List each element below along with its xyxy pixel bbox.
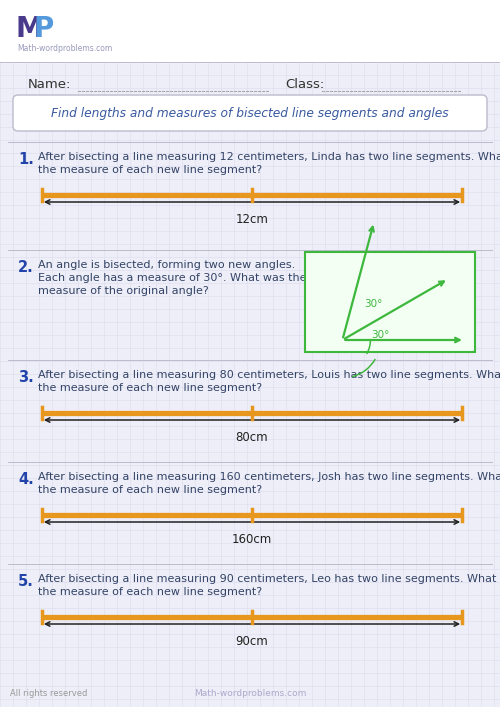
Text: 1.: 1. — [18, 152, 34, 167]
Text: After bisecting a line measuring 90 centimeters, Leo has two line segments. What: After bisecting a line measuring 90 cent… — [38, 574, 500, 584]
Text: Class:: Class: — [285, 78, 324, 91]
Text: M: M — [15, 15, 42, 43]
Bar — [305, 252, 475, 352]
Text: measure of the original angle?: measure of the original angle? — [38, 286, 209, 296]
Text: 80cm: 80cm — [236, 431, 268, 444]
Text: All rights reserved: All rights reserved — [10, 689, 88, 698]
Text: 30°: 30° — [364, 299, 382, 309]
Text: 3.: 3. — [18, 370, 34, 385]
Text: the measure of each new line segment?: the measure of each new line segment? — [38, 383, 262, 393]
Text: the measure of each new line segment?: the measure of each new line segment? — [38, 165, 262, 175]
Text: Math-wordproblems.com: Math-wordproblems.com — [194, 689, 306, 698]
Text: After bisecting a line measuring 160 centimeters, Josh has two line segments. Wh: After bisecting a line measuring 160 cen… — [38, 472, 500, 482]
Text: the measure of each new line segment?: the measure of each new line segment? — [38, 587, 262, 597]
Text: P: P — [34, 15, 54, 43]
Text: 12cm: 12cm — [236, 213, 268, 226]
Text: After bisecting a line measuring 80 centimeters, Louis has two line segments. Wh: After bisecting a line measuring 80 cent… — [38, 370, 500, 380]
Text: 2.: 2. — [18, 260, 34, 275]
Text: Math-wordproblems.com: Math-wordproblems.com — [17, 44, 112, 53]
Text: 90cm: 90cm — [236, 635, 268, 648]
Text: 5.: 5. — [18, 574, 34, 589]
Text: Name:: Name: — [28, 78, 72, 91]
Text: After bisecting a line measuring 12 centimeters, Linda has two line segments. Wh: After bisecting a line measuring 12 cent… — [38, 152, 500, 162]
Text: 30°: 30° — [372, 329, 390, 340]
Text: An angle is bisected, forming two new angles.: An angle is bisected, forming two new an… — [38, 260, 295, 270]
Text: 4.: 4. — [18, 472, 34, 487]
Bar — [0, 0, 500, 62]
Text: the measure of each new line segment?: the measure of each new line segment? — [38, 485, 262, 495]
Text: Find lengths and measures of bisected line segments and angles: Find lengths and measures of bisected li… — [51, 107, 449, 119]
FancyBboxPatch shape — [13, 95, 487, 131]
Text: Each angle has a measure of 30°. What was the: Each angle has a measure of 30°. What wa… — [38, 273, 306, 283]
Text: 160cm: 160cm — [232, 533, 272, 546]
